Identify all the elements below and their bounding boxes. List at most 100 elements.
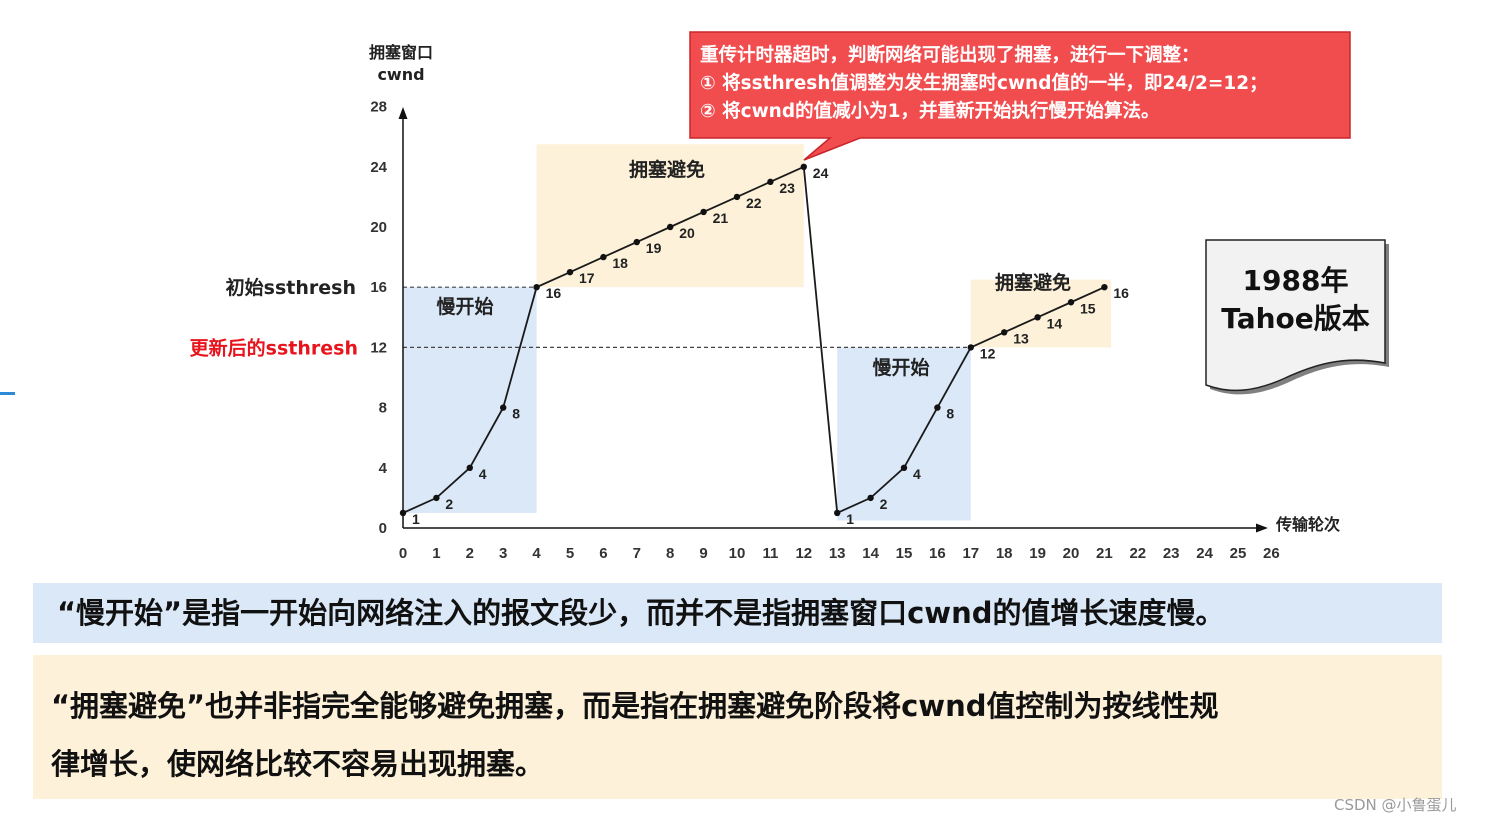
data-point — [967, 344, 974, 351]
data-point — [733, 193, 741, 201]
avoid-note-line-1: “拥塞避免”也并非指完全能够避免拥塞，而是指在拥塞避免阶段将cwnd值控制为按线… — [51, 689, 1219, 723]
cwnd-series-line — [402, 165, 1105, 515]
slow-start-note: “慢开始”是指一开始向网络注入的报文段少，而并不是指拥塞窗口cwnd的值增长速度… — [33, 583, 1442, 643]
x-tick-label: 18 — [996, 545, 1013, 562]
slow-start-label-2: 慢开始 — [872, 356, 929, 379]
x-tick-label: 15 — [896, 545, 913, 562]
data-label: 15 — [1080, 300, 1096, 316]
data-label: 4 — [913, 466, 921, 482]
data-point — [800, 163, 807, 170]
x-tick-label: 17 — [962, 545, 979, 562]
callout-line-2: ① 将ssthresh值调整为发生拥塞时cwnd值的一半，即24/2=12； — [700, 73, 1268, 94]
data-point — [667, 223, 674, 231]
data-point — [934, 404, 941, 411]
x-tick-label: 23 — [1163, 545, 1180, 562]
congestion-avoidance-label-3: 拥塞避免 — [995, 271, 1071, 294]
x-tick-label: 2 — [466, 545, 474, 562]
data-point — [1001, 329, 1008, 336]
x-tick-label: 4 — [532, 545, 541, 562]
data-label: 21 — [713, 210, 729, 226]
data-label: 16 — [546, 285, 562, 301]
data-point — [867, 494, 874, 502]
slow-start-region-0 — [403, 287, 537, 513]
x-tick-label: 3 — [499, 545, 507, 562]
data-label: 18 — [612, 255, 628, 271]
data-label: 16 — [1113, 285, 1129, 301]
x-tick-label: 9 — [699, 545, 707, 562]
data-point — [1067, 299, 1075, 306]
initial-ssthresh-label: 初始ssthresh — [226, 276, 356, 299]
data-label: 2 — [445, 496, 453, 512]
data-point — [466, 464, 473, 471]
slow-start-label-0: 慢开始 — [436, 295, 493, 318]
updated-ssthresh-label: 更新后的ssthresh — [190, 336, 358, 359]
y-tick-label: 4 — [379, 460, 388, 477]
slow-start-region-2 — [837, 347, 971, 521]
y-tick-label: 16 — [370, 279, 387, 296]
x-tick-label: 0 — [399, 545, 407, 562]
congestion-avoidance-region-1 — [536, 144, 804, 288]
x-tick-label: 1 — [432, 545, 440, 562]
x-tick-label: 8 — [666, 545, 674, 562]
x-tick-label: 12 — [795, 545, 812, 562]
y-tick-label: 12 — [370, 339, 387, 356]
y-axis-title-unit: cwnd — [377, 65, 424, 84]
y-tick-label: 8 — [379, 400, 387, 417]
callout-bubble — [689, 31, 1351, 161]
data-point — [1034, 314, 1041, 321]
avoid-note-line-2: 律增长，使网络比较不容易出现拥塞。 — [51, 747, 545, 781]
congestion-avoidance-note: “拥塞避免”也并非指完全能够避免拥塞，而是指在拥塞避免阶段将cwnd值控制为按线… — [33, 655, 1442, 799]
data-label: 14 — [1047, 315, 1063, 331]
data-point — [566, 268, 574, 276]
data-point — [533, 284, 540, 291]
y-axis-title: 拥塞窗口 — [369, 43, 433, 62]
x-tick-label: 14 — [862, 545, 879, 562]
data-point — [767, 178, 774, 186]
data-label: 1 — [846, 511, 854, 527]
data-label: 17 — [579, 270, 595, 286]
y-tick-label: 0 — [379, 520, 387, 537]
left-edge-marker — [0, 392, 15, 395]
x-tick-label: 13 — [829, 545, 846, 562]
x-tick-label: 7 — [633, 545, 641, 562]
data-label: 24 — [813, 165, 829, 181]
x-tick-label: 21 — [1096, 545, 1113, 562]
x-axis-title: 传输轮次 — [1275, 515, 1340, 534]
x-tick-label: 16 — [929, 545, 946, 562]
x-tick-label: 25 — [1230, 545, 1247, 562]
x-axis-arrow — [1256, 523, 1268, 533]
x-tick-label: 22 — [1129, 545, 1146, 562]
data-label: 13 — [1013, 330, 1029, 346]
data-point — [834, 509, 841, 517]
data-label: 23 — [779, 180, 795, 196]
data-label: 4 — [479, 466, 487, 482]
x-tick-label: 5 — [566, 545, 574, 562]
cwnd-chart: 0 1 2 3 4 5 6 7 8 9 10 11 12 13 14 15 16 17 18 19 20 21 22 23 24… — [190, 43, 1340, 562]
data-label: 2 — [880, 496, 888, 512]
data-label: 8 — [946, 406, 954, 422]
data-label: 20 — [679, 225, 695, 241]
data-label: 22 — [746, 195, 762, 211]
data-point — [500, 404, 507, 411]
callout-line-1: 重传计时器超时，判断网络可能出现了拥塞，进行一下调整： — [700, 45, 1200, 66]
congestion-avoidance-label-1: 拥塞避免 — [629, 158, 705, 181]
callout-line-3: ② 将cwnd的值减小为1，并重新开始执行慢开始算法。 — [700, 101, 1160, 122]
version-label: 1988年 Tahoe版本 — [1208, 262, 1383, 338]
data-label: 8 — [512, 406, 520, 422]
watermark: CSDN @小鲁蛋儿 — [1334, 796, 1457, 814]
x-tick-label: 11 — [762, 545, 778, 562]
x-tick-label: 20 — [1063, 545, 1080, 562]
data-label: 1 — [412, 511, 420, 527]
version-name: Tahoe版本 — [1221, 302, 1370, 335]
data-point — [600, 253, 607, 261]
version-box-shape — [1205, 239, 1389, 395]
x-tick-label: 24 — [1196, 545, 1213, 562]
data-point — [700, 208, 707, 216]
x-tick-label: 26 — [1263, 545, 1280, 562]
timeout-callout: 重传计时器超时，判断网络可能出现了拥塞，进行一下调整： ① 将ssthresh值… — [700, 42, 1340, 126]
x-tick-label: 6 — [599, 545, 607, 562]
data-point — [399, 509, 407, 517]
x-tick-label: 10 — [729, 545, 746, 562]
y-tick-label: 28 — [370, 99, 387, 116]
data-point — [900, 464, 908, 471]
